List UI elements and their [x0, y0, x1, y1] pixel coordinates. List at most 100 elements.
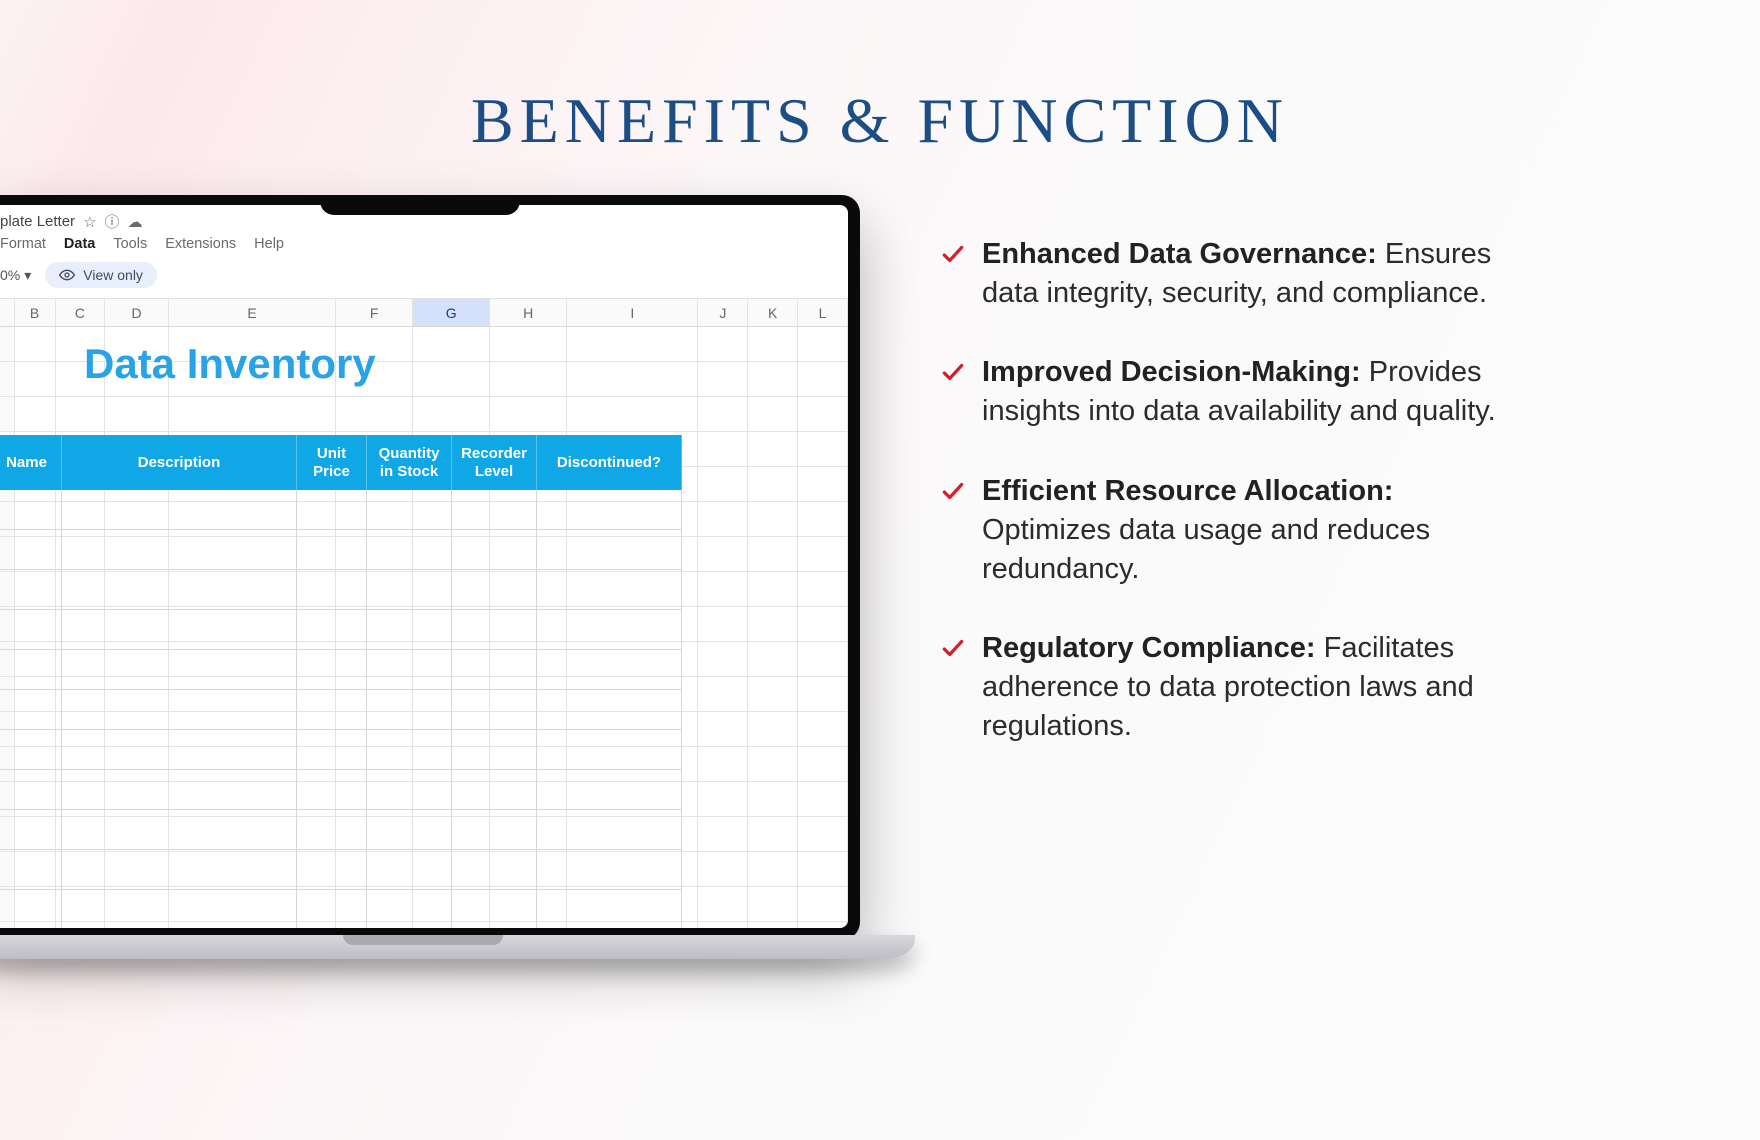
data-cell[interactable]: [367, 690, 452, 730]
row-header[interactable]: [0, 397, 15, 432]
data-cell[interactable]: [62, 690, 297, 730]
col-header[interactable]: H: [490, 299, 567, 326]
cell[interactable]: [748, 572, 798, 607]
cell[interactable]: [698, 362, 748, 397]
cell[interactable]: [748, 782, 798, 817]
cell[interactable]: [748, 327, 798, 362]
data-cell[interactable]: [297, 530, 367, 570]
data-cell[interactable]: [0, 490, 62, 530]
cell[interactable]: [748, 467, 798, 502]
data-cell[interactable]: [537, 770, 682, 810]
data-cell[interactable]: [367, 650, 452, 690]
cloud-icon[interactable]: ☁: [128, 213, 143, 231]
col-header[interactable]: C: [56, 299, 106, 326]
data-cell[interactable]: [62, 810, 297, 850]
cell[interactable]: [798, 852, 848, 887]
data-cell[interactable]: [297, 850, 367, 890]
cell[interactable]: [490, 327, 567, 362]
data-cell[interactable]: [0, 890, 62, 928]
cell[interactable]: [748, 887, 798, 922]
data-cell[interactable]: [452, 730, 537, 770]
data-cell[interactable]: [452, 890, 537, 928]
cell[interactable]: [798, 677, 848, 712]
cell[interactable]: [698, 747, 748, 782]
cell[interactable]: [698, 572, 748, 607]
col-header[interactable]: G: [413, 299, 490, 326]
view-only-pill[interactable]: View only: [45, 262, 157, 288]
row-header[interactable]: [0, 362, 15, 397]
cell[interactable]: [105, 397, 168, 432]
data-cell[interactable]: [0, 770, 62, 810]
col-header[interactable]: D: [105, 299, 168, 326]
cell[interactable]: [413, 397, 490, 432]
data-cell[interactable]: [0, 850, 62, 890]
cell[interactable]: [748, 607, 798, 642]
data-cell[interactable]: [367, 810, 452, 850]
data-cell[interactable]: [537, 690, 682, 730]
zoom-selector[interactable]: 0% ▾: [0, 267, 31, 284]
col-header[interactable]: K: [748, 299, 798, 326]
col-header[interactable]: L: [798, 299, 848, 326]
data-cell[interactable]: [0, 650, 62, 690]
data-cell[interactable]: [62, 610, 297, 650]
cell[interactable]: [15, 327, 56, 362]
data-cell[interactable]: [367, 530, 452, 570]
data-cell[interactable]: [452, 570, 537, 610]
cell[interactable]: [798, 327, 848, 362]
cell[interactable]: [748, 537, 798, 572]
cell[interactable]: [698, 782, 748, 817]
cell[interactable]: [798, 537, 848, 572]
cell[interactable]: [567, 362, 698, 397]
data-cell[interactable]: [62, 650, 297, 690]
cell[interactable]: [413, 362, 490, 397]
data-cell[interactable]: [297, 770, 367, 810]
cell[interactable]: [748, 362, 798, 397]
cell[interactable]: [490, 362, 567, 397]
data-cell[interactable]: [62, 570, 297, 610]
corner-cell[interactable]: [0, 299, 15, 326]
cell[interactable]: [798, 817, 848, 852]
data-cell[interactable]: [0, 810, 62, 850]
data-cell[interactable]: [367, 730, 452, 770]
row-header[interactable]: [0, 327, 15, 362]
data-cell[interactable]: [537, 570, 682, 610]
menu-item[interactable]: Format: [0, 236, 46, 252]
data-cell[interactable]: [367, 570, 452, 610]
cell[interactable]: [748, 817, 798, 852]
data-cell[interactable]: [452, 810, 537, 850]
cell[interactable]: [748, 432, 798, 467]
cell[interactable]: [56, 397, 106, 432]
data-cell[interactable]: [0, 530, 62, 570]
cell[interactable]: [698, 712, 748, 747]
data-cell[interactable]: [297, 730, 367, 770]
data-cell[interactable]: [297, 810, 367, 850]
data-cell[interactable]: [297, 610, 367, 650]
cell[interactable]: [748, 852, 798, 887]
data-cell[interactable]: [452, 610, 537, 650]
cell[interactable]: [798, 397, 848, 432]
menu-item[interactable]: Help: [254, 236, 284, 252]
cell[interactable]: [748, 677, 798, 712]
cell[interactable]: [15, 362, 56, 397]
cell[interactable]: [413, 327, 490, 362]
data-cell[interactable]: [537, 490, 682, 530]
cell[interactable]: [698, 677, 748, 712]
cell[interactable]: [169, 397, 336, 432]
data-cell[interactable]: [0, 690, 62, 730]
col-header[interactable]: I: [567, 299, 698, 326]
data-cell[interactable]: [0, 730, 62, 770]
data-cell[interactable]: [537, 890, 682, 928]
data-cell[interactable]: [452, 490, 537, 530]
data-cell[interactable]: [367, 770, 452, 810]
cell[interactable]: [798, 747, 848, 782]
data-cell[interactable]: [537, 530, 682, 570]
cell[interactable]: [698, 467, 748, 502]
cell[interactable]: [698, 502, 748, 537]
data-cell[interactable]: [452, 530, 537, 570]
cell[interactable]: [698, 537, 748, 572]
data-cell[interactable]: [367, 850, 452, 890]
data-cell[interactable]: [297, 890, 367, 928]
data-cell[interactable]: [297, 650, 367, 690]
cell[interactable]: [798, 432, 848, 467]
data-cell[interactable]: [367, 490, 452, 530]
